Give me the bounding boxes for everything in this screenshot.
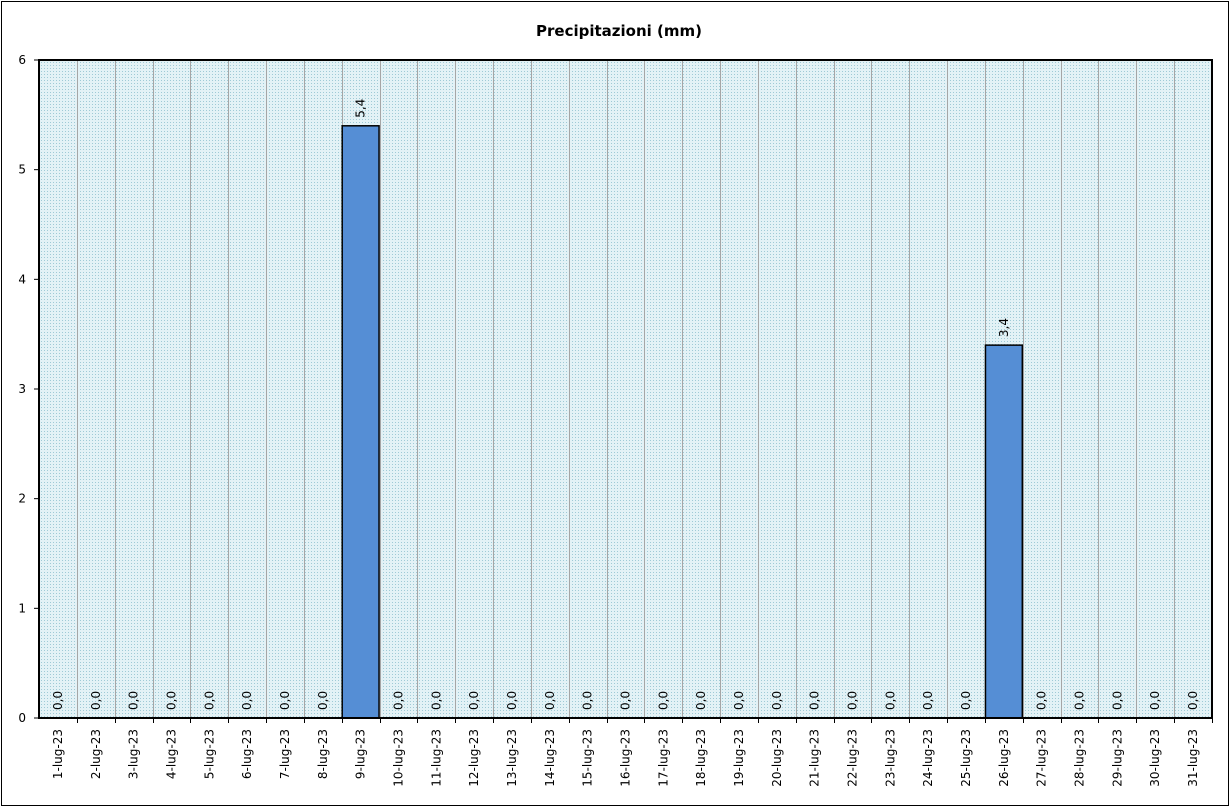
category-label: 11-lug-23 bbox=[429, 729, 443, 787]
plot-area bbox=[39, 60, 1212, 718]
category-label: 4-lug-23 bbox=[164, 729, 178, 779]
category-label: 16-lug-23 bbox=[619, 729, 633, 787]
data-label: 3,4 bbox=[997, 318, 1011, 337]
data-label: 0,0 bbox=[240, 691, 254, 710]
category-label: 14-lug-23 bbox=[543, 729, 557, 787]
y-tick-label: 0 bbox=[18, 711, 26, 725]
axes bbox=[34, 59, 1213, 723]
labels: 0,0 1-lug-23 0,0 2-lug-23 0,0 3-lug-23 0,0 4-lu… bbox=[18, 53, 1200, 787]
category-label: 7-lug-23 bbox=[278, 729, 292, 779]
category-label: 6-lug-23 bbox=[240, 729, 254, 779]
category-label: 5-lug-23 bbox=[202, 729, 216, 779]
category-label: 9-lug-23 bbox=[354, 729, 368, 779]
data-label: 0,0 bbox=[1186, 691, 1200, 710]
category-label: 18-lug-23 bbox=[694, 729, 708, 787]
data-label: 0,0 bbox=[732, 691, 746, 710]
data-label: 0,0 bbox=[467, 691, 481, 710]
data-label: 0,0 bbox=[883, 691, 897, 710]
data-label: 0,0 bbox=[959, 691, 973, 710]
category-label: 2-lug-23 bbox=[89, 729, 103, 779]
category-label: 29-lug-23 bbox=[1110, 729, 1124, 787]
data-label: 0,0 bbox=[89, 691, 103, 710]
y-tick-label: 3 bbox=[18, 382, 26, 396]
category-label: 17-lug-23 bbox=[656, 729, 670, 787]
data-label: 0,0 bbox=[1035, 691, 1049, 710]
chart-title: Precipitazioni (mm) bbox=[536, 22, 702, 40]
category-label: 30-lug-23 bbox=[1148, 729, 1162, 787]
data-label: 0,0 bbox=[808, 691, 822, 710]
category-label: 20-lug-23 bbox=[770, 729, 784, 787]
data-label: 0,0 bbox=[1110, 691, 1124, 710]
category-label: 1-lug-23 bbox=[51, 729, 65, 779]
category-label: 27-lug-23 bbox=[1035, 729, 1049, 787]
data-label: 0,0 bbox=[694, 691, 708, 710]
data-label: 0,0 bbox=[656, 691, 670, 710]
category-label: 15-lug-23 bbox=[581, 729, 595, 787]
bar bbox=[341, 125, 380, 719]
data-label: 0,0 bbox=[1148, 691, 1162, 710]
category-label: 21-lug-23 bbox=[808, 729, 822, 787]
category-label: 10-lug-23 bbox=[391, 729, 405, 787]
category-label: 31-lug-23 bbox=[1186, 729, 1200, 787]
data-label: 5,4 bbox=[354, 99, 368, 118]
category-label: 3-lug-23 bbox=[127, 729, 141, 779]
y-tick-label: 5 bbox=[18, 163, 26, 177]
category-label: 23-lug-23 bbox=[883, 729, 897, 787]
data-label: 0,0 bbox=[543, 691, 557, 710]
data-label: 0,0 bbox=[770, 691, 784, 710]
data-label: 0,0 bbox=[278, 691, 292, 710]
y-tick-label: 6 bbox=[18, 53, 26, 67]
data-label: 0,0 bbox=[164, 691, 178, 710]
data-label: 0,0 bbox=[846, 691, 860, 710]
data-label: 0,0 bbox=[391, 691, 405, 710]
y-tick-label: 1 bbox=[18, 601, 26, 615]
data-label: 0,0 bbox=[1073, 691, 1087, 710]
data-label: 0,0 bbox=[619, 691, 633, 710]
y-tick-label: 4 bbox=[18, 272, 26, 286]
data-label: 0,0 bbox=[581, 691, 595, 710]
data-label: 0,0 bbox=[316, 691, 330, 710]
category-label: 25-lug-23 bbox=[959, 729, 973, 787]
data-label: 0,0 bbox=[429, 691, 443, 710]
data-label: 0,0 bbox=[127, 691, 141, 710]
category-label: 13-lug-23 bbox=[505, 729, 519, 787]
data-label: 0,0 bbox=[202, 691, 216, 710]
category-label: 28-lug-23 bbox=[1073, 729, 1087, 787]
category-label: 22-lug-23 bbox=[846, 729, 860, 787]
category-label: 24-lug-23 bbox=[921, 729, 935, 787]
category-label: 8-lug-23 bbox=[316, 729, 330, 779]
bar bbox=[984, 344, 1024, 719]
data-label: 0,0 bbox=[51, 691, 65, 710]
data-label: 0,0 bbox=[505, 691, 519, 710]
category-label: 26-lug-23 bbox=[997, 729, 1011, 787]
bars bbox=[341, 125, 1024, 719]
data-label: 0,0 bbox=[921, 691, 935, 710]
y-tick-label: 2 bbox=[18, 492, 26, 506]
category-label: 19-lug-23 bbox=[732, 729, 746, 787]
category-label: 12-lug-23 bbox=[467, 729, 481, 787]
